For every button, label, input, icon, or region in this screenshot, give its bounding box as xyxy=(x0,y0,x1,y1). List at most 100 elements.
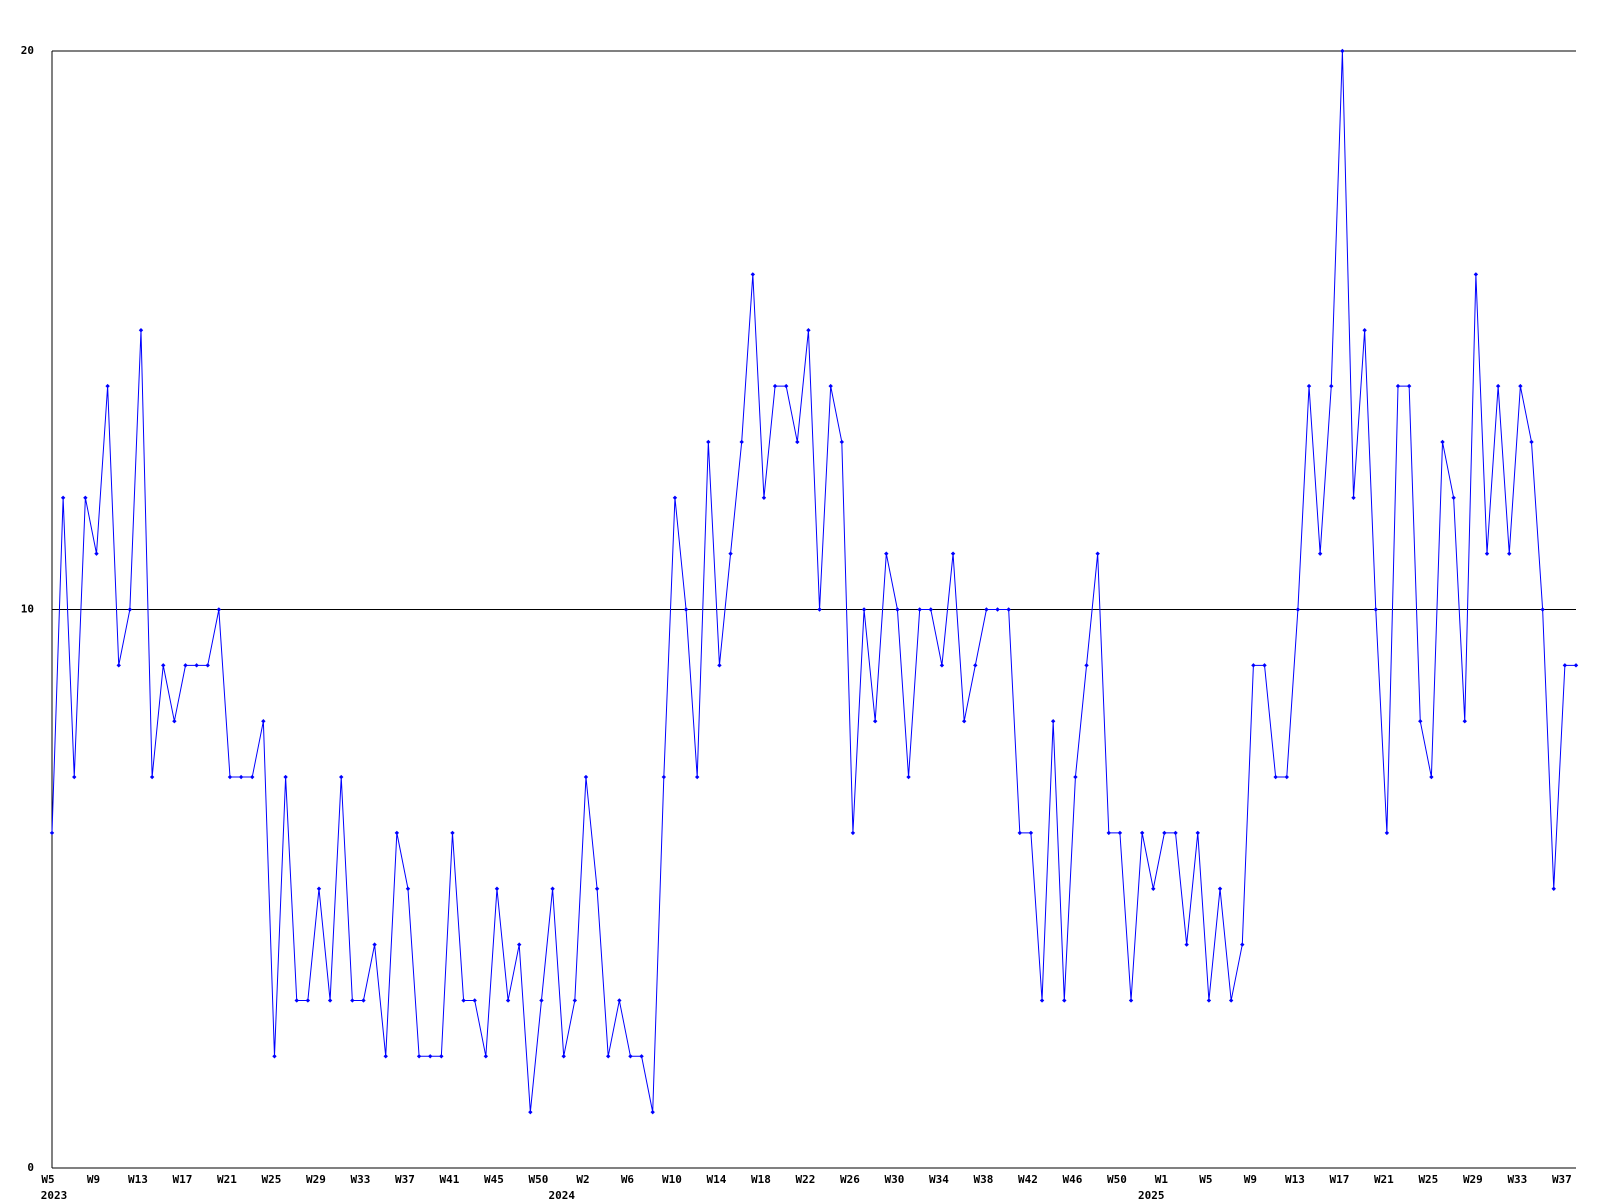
x-tick-label: W50 xyxy=(529,1173,549,1186)
data-point xyxy=(973,663,978,668)
data-point xyxy=(238,774,244,780)
data-point xyxy=(817,607,822,612)
x-tick-label: W5 xyxy=(1199,1173,1212,1186)
data-point xyxy=(895,607,900,612)
data-point xyxy=(1373,607,1378,612)
data-point xyxy=(305,998,311,1003)
data-point xyxy=(49,830,55,836)
x-tick-label: W18 xyxy=(751,1173,771,1186)
x-tick-label: W1 xyxy=(1155,1173,1169,1186)
x-tick-label: W21 xyxy=(217,1173,237,1186)
data-point xyxy=(1228,998,1234,1003)
x-tick-label: W22 xyxy=(796,1173,816,1186)
x-tick-label: W9 xyxy=(1244,1173,1257,1186)
data-point xyxy=(294,998,299,1003)
data-point xyxy=(1529,439,1534,445)
data-point xyxy=(1451,495,1456,500)
data-point xyxy=(1406,383,1412,389)
data-point xyxy=(450,830,455,836)
data-point xyxy=(995,607,1000,612)
data-point xyxy=(850,830,856,836)
data-point xyxy=(1017,830,1022,836)
data-point xyxy=(1395,383,1401,389)
data-point xyxy=(316,886,322,891)
x-tick-label: W6 xyxy=(621,1173,635,1186)
x-tick-label: W30 xyxy=(884,1173,904,1186)
data-point xyxy=(1329,383,1334,389)
data-point xyxy=(149,774,155,780)
x-tick-label: W34 xyxy=(929,1173,949,1186)
x-tick-label: W17 xyxy=(1329,1173,1349,1186)
data-point xyxy=(728,551,733,556)
data-point xyxy=(583,774,589,780)
x-tick-label: W46 xyxy=(1062,1173,1082,1186)
data-point xyxy=(517,942,522,947)
data-point xyxy=(606,1054,611,1059)
data-point xyxy=(1495,383,1501,389)
data-point xyxy=(617,998,622,1003)
data-point xyxy=(839,439,845,445)
data-point xyxy=(950,551,956,556)
data-point xyxy=(261,719,266,724)
data-point xyxy=(1551,886,1556,891)
data-point xyxy=(361,998,366,1003)
data-point xyxy=(750,272,756,277)
data-point xyxy=(906,774,911,780)
year-label: 2024 xyxy=(548,1189,575,1200)
data-point xyxy=(917,607,922,612)
x-tick-label: W33 xyxy=(1507,1173,1527,1186)
data-point xyxy=(483,1054,489,1059)
data-point xyxy=(939,663,945,668)
data-point xyxy=(416,1054,422,1059)
data-point xyxy=(1518,383,1523,389)
data-point xyxy=(1050,719,1056,724)
data-point xyxy=(928,607,934,612)
data-point xyxy=(505,998,511,1003)
data-point xyxy=(739,439,744,445)
data-point xyxy=(706,439,711,445)
data-point xyxy=(528,1109,533,1115)
x-tick-label: W13 xyxy=(1285,1173,1305,1186)
data-point xyxy=(472,998,477,1003)
data-point xyxy=(1217,886,1223,891)
data-point xyxy=(161,663,166,668)
x-tick-label: W38 xyxy=(973,1173,993,1186)
data-point xyxy=(795,439,800,445)
data-point xyxy=(1184,942,1189,947)
x-tick-label: W41 xyxy=(440,1173,460,1186)
x-tick-label: W26 xyxy=(840,1173,860,1186)
data-point xyxy=(138,328,144,333)
data-point xyxy=(127,607,133,612)
data-point xyxy=(1540,607,1545,612)
year-label: 2023 xyxy=(41,1189,68,1200)
data-point xyxy=(1362,328,1367,333)
x-tick-label: W14 xyxy=(707,1173,727,1186)
data-point xyxy=(1195,830,1200,836)
data-point xyxy=(884,551,889,556)
data-point xyxy=(594,886,600,891)
data-point xyxy=(1006,607,1011,612)
data-point xyxy=(1306,383,1312,389)
data-point xyxy=(1462,719,1467,724)
data-point xyxy=(1418,719,1423,724)
data-point xyxy=(383,1054,388,1059)
data-point xyxy=(761,495,767,500)
data-point xyxy=(372,942,377,947)
data-point xyxy=(539,998,544,1003)
data-point xyxy=(272,1054,277,1059)
x-tick-label: W2 xyxy=(576,1173,589,1186)
data-point xyxy=(572,998,578,1003)
x-tick-label: W13 xyxy=(128,1173,148,1186)
data-point xyxy=(1440,439,1445,445)
data-point xyxy=(327,998,333,1003)
data-point xyxy=(1206,998,1212,1003)
data-point xyxy=(1251,663,1256,668)
data-point xyxy=(984,607,989,612)
data-point xyxy=(283,774,288,780)
data-point xyxy=(1384,830,1390,836)
data-point xyxy=(1240,942,1245,947)
x-tick-label: W45 xyxy=(484,1173,504,1186)
data-point xyxy=(205,663,210,668)
